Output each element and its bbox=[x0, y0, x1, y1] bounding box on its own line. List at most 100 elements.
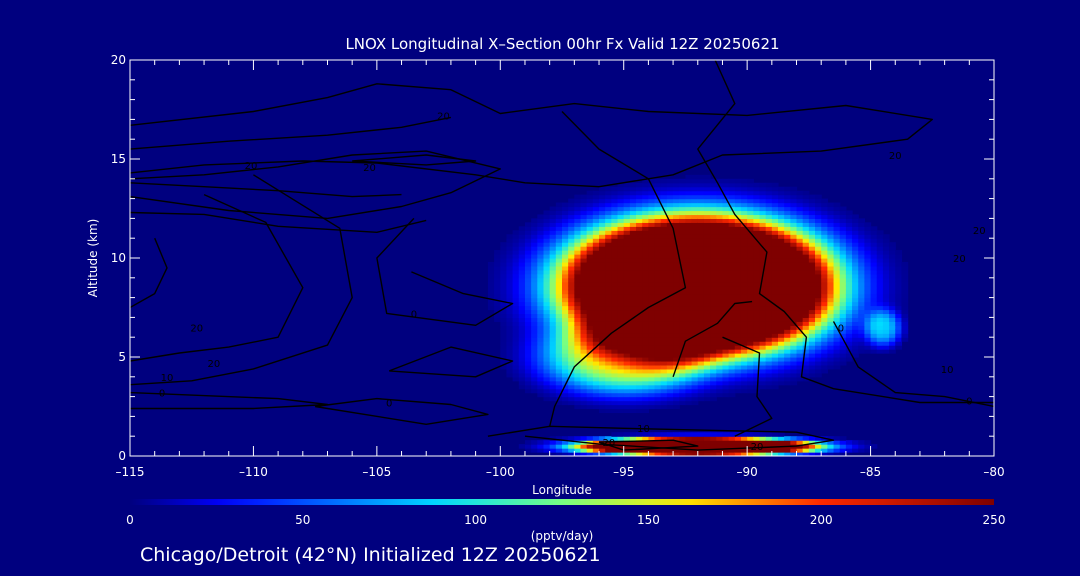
heat-cell bbox=[771, 222, 779, 227]
heat-cell bbox=[685, 210, 693, 216]
heat-cell bbox=[765, 305, 773, 311]
heat-cell bbox=[666, 313, 674, 318]
heat-cell bbox=[691, 329, 699, 334]
heat-cell bbox=[642, 230, 649, 235]
heat-cell bbox=[673, 345, 680, 350]
heat-cell bbox=[543, 321, 551, 326]
heat-cell bbox=[771, 432, 779, 437]
heat-cell bbox=[580, 404, 588, 410]
heat-cell bbox=[728, 317, 736, 322]
heat-cell bbox=[784, 360, 791, 366]
heat-cell bbox=[537, 337, 545, 342]
x-tick-label: –90 bbox=[737, 465, 758, 479]
heat-cell bbox=[574, 396, 582, 402]
heat-cell bbox=[895, 337, 903, 342]
heat-cell bbox=[852, 305, 859, 311]
heat-cell bbox=[833, 313, 841, 318]
heat-cell bbox=[802, 357, 810, 362]
heat-cell bbox=[833, 337, 841, 342]
heat-cell bbox=[691, 368, 699, 374]
heat-cell bbox=[679, 281, 687, 287]
heat-cell bbox=[555, 372, 563, 378]
heat-cell bbox=[808, 250, 816, 255]
heat-cell bbox=[660, 360, 668, 366]
heat-cell bbox=[889, 321, 896, 326]
heat-cell bbox=[784, 321, 791, 326]
heat-cell bbox=[629, 357, 637, 362]
heat-cell bbox=[845, 301, 853, 307]
heat-cell bbox=[531, 448, 538, 453]
heat-cell bbox=[599, 408, 606, 414]
heat-cell bbox=[728, 202, 736, 208]
heat-cell bbox=[494, 305, 501, 311]
heat-cell bbox=[506, 321, 514, 326]
heat-cell bbox=[617, 293, 625, 299]
heat-cell bbox=[666, 226, 674, 231]
heat-cell bbox=[568, 400, 575, 406]
heat-cell bbox=[685, 372, 693, 378]
heat-cell bbox=[901, 329, 909, 334]
heat-cell bbox=[734, 357, 742, 362]
contour-line bbox=[130, 237, 168, 309]
heat-cell bbox=[716, 222, 724, 227]
heat-cell bbox=[574, 349, 582, 354]
contour-label: 10 bbox=[637, 424, 650, 435]
heat-cell bbox=[580, 341, 588, 346]
heat-cell bbox=[716, 360, 724, 366]
heat-cell bbox=[839, 226, 847, 231]
heat-cell bbox=[543, 277, 551, 283]
heat-cell bbox=[524, 309, 532, 315]
heat-cell bbox=[666, 309, 674, 315]
heat-cell bbox=[734, 254, 742, 259]
heat-cell bbox=[629, 400, 637, 406]
heat-cell bbox=[599, 234, 606, 239]
contour-label: 10 bbox=[941, 365, 954, 376]
heat-cell bbox=[605, 206, 612, 212]
heat-cell bbox=[734, 440, 742, 445]
heat-cell bbox=[506, 309, 514, 315]
heat-cell bbox=[549, 392, 557, 398]
heat-cell bbox=[734, 337, 742, 342]
heat-cell bbox=[821, 238, 828, 243]
heat-cell bbox=[549, 305, 557, 311]
heat-cell bbox=[642, 392, 649, 398]
chart-title: LNOX Longitudinal X–Section 00hr Fx Vali… bbox=[345, 35, 780, 53]
heat-cell bbox=[568, 337, 575, 342]
heat-cell bbox=[734, 345, 742, 350]
heat-cell bbox=[821, 349, 828, 354]
heat-cell bbox=[524, 388, 532, 394]
heat-cell bbox=[531, 230, 538, 235]
heat-cell bbox=[562, 230, 569, 235]
heat-cell bbox=[740, 234, 748, 239]
heat-cell bbox=[586, 337, 594, 342]
heat-cell bbox=[882, 341, 890, 346]
heat-cell bbox=[901, 273, 909, 279]
heat-cell bbox=[728, 376, 736, 382]
heat-cell bbox=[524, 289, 532, 295]
heat-cell bbox=[666, 182, 674, 188]
heat-cell bbox=[642, 396, 649, 402]
heat-cell bbox=[549, 230, 557, 235]
heat-cell bbox=[747, 337, 754, 342]
heat-cell bbox=[500, 329, 508, 334]
heat-cell bbox=[599, 269, 606, 275]
heat-cell bbox=[685, 345, 693, 350]
heat-cell bbox=[691, 230, 699, 235]
heat-cell bbox=[815, 281, 822, 287]
heat-cell bbox=[691, 222, 699, 227]
heat-cell bbox=[673, 333, 680, 338]
heat-cell bbox=[784, 353, 791, 358]
heat-cell bbox=[691, 349, 699, 354]
heat-cell bbox=[771, 372, 779, 378]
heat-cell bbox=[605, 198, 612, 204]
heat-cell bbox=[605, 444, 612, 449]
heat-cell bbox=[660, 178, 668, 184]
heat-cell bbox=[568, 353, 575, 358]
heat-cell bbox=[747, 333, 754, 338]
contour-label: 0 bbox=[159, 389, 165, 400]
heat-cell bbox=[636, 448, 643, 453]
heat-cell bbox=[605, 321, 612, 326]
heat-cell bbox=[586, 281, 594, 287]
heat-cell bbox=[611, 289, 619, 295]
heat-cell bbox=[716, 353, 724, 358]
